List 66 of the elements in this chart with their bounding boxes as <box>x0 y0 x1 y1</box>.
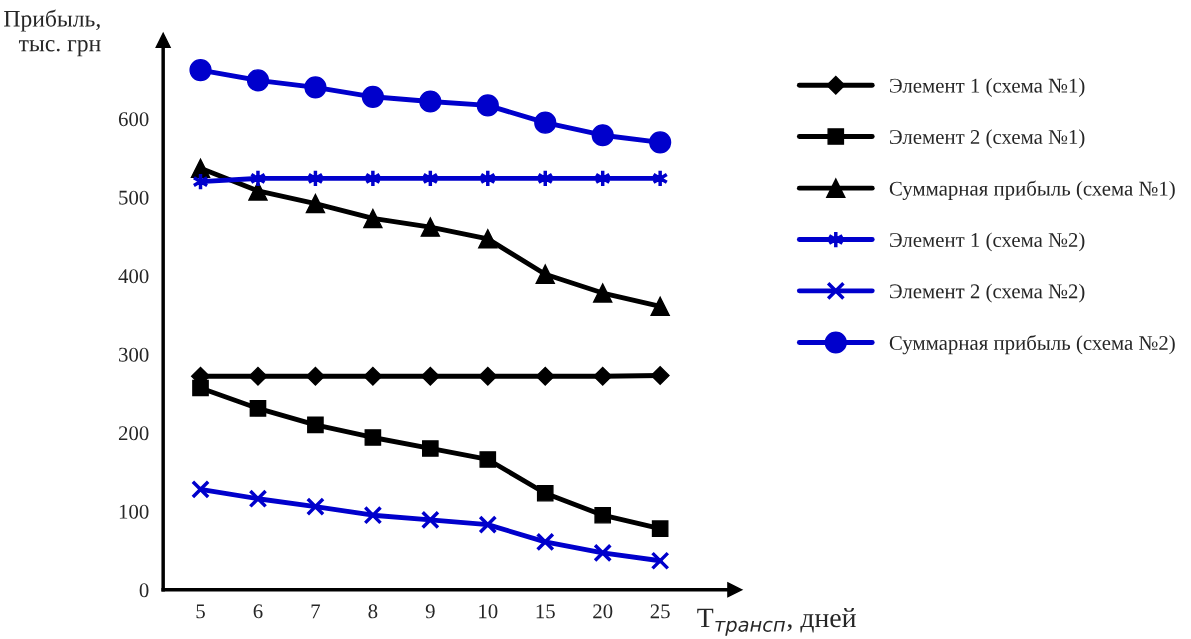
y-tick-label: 300 <box>119 347 149 362</box>
x-tick-label: 6 <box>253 604 263 619</box>
point <box>476 94 499 117</box>
point <box>307 416 324 434</box>
legend-label: Элемент 1 (схема №1) <box>890 78 1085 97</box>
y-tick-label: 600 <box>118 112 149 127</box>
point <box>478 366 498 386</box>
point <box>651 520 669 537</box>
point <box>420 366 440 386</box>
point <box>536 484 554 502</box>
y-tick-label: 500 <box>119 190 149 205</box>
point <box>248 366 268 386</box>
x-axis-title: T$_{трансп}$, дней <box>697 608 856 636</box>
point <box>650 296 670 317</box>
point <box>305 193 326 214</box>
point <box>650 551 670 571</box>
point <box>192 379 209 397</box>
point <box>246 69 270 92</box>
y-axis-title: Прибыль, тыс. грн <box>4 9 101 57</box>
legend-label: Суммарная прибыль (схема №2) <box>889 334 1175 355</box>
x-tick-label: 5 <box>196 604 205 619</box>
point <box>364 429 382 446</box>
point <box>249 400 267 417</box>
x-tick-label: 8 <box>368 604 378 619</box>
y-tick-label: 200 <box>118 426 149 441</box>
legend-label: Элемент 2 (схема №2) <box>890 283 1085 303</box>
point <box>306 497 325 516</box>
y-tick-label: 400 <box>118 269 149 284</box>
point <box>304 76 327 99</box>
legend-label: Суммарная прибыль (схема №1) <box>889 180 1175 200</box>
point <box>535 264 555 284</box>
point <box>305 366 325 386</box>
point <box>361 85 384 108</box>
point <box>534 111 557 134</box>
point <box>191 479 210 499</box>
point <box>422 440 439 457</box>
y-tick-label: 0 <box>139 583 149 598</box>
point <box>189 58 212 82</box>
point <box>420 510 440 530</box>
x-tick-label: 20 <box>593 604 613 619</box>
point <box>419 90 442 113</box>
x-tick-label: 15 <box>536 604 555 619</box>
point <box>591 124 614 147</box>
point <box>649 131 672 154</box>
legend-label: Элемент 1 (схема №2) <box>890 232 1085 252</box>
point <box>363 505 383 525</box>
point <box>363 366 383 386</box>
y-tick-label: 100 <box>119 504 149 519</box>
point <box>535 366 555 386</box>
point <box>478 515 498 535</box>
point <box>420 217 441 237</box>
point <box>593 366 613 386</box>
legend-label: Элемент 2 (схема №1) <box>890 129 1085 149</box>
point <box>650 365 670 386</box>
point <box>248 489 268 509</box>
x-tick-label: 10 <box>479 604 498 619</box>
x-tick-label: 7 <box>311 604 321 619</box>
x-tick-label: 25 <box>650 604 670 619</box>
point <box>535 532 555 552</box>
point <box>478 229 498 249</box>
point <box>363 208 383 229</box>
x-tick-label: 9 <box>425 604 435 619</box>
point <box>594 506 612 524</box>
point <box>592 283 613 303</box>
point <box>593 543 613 563</box>
point <box>479 451 497 468</box>
